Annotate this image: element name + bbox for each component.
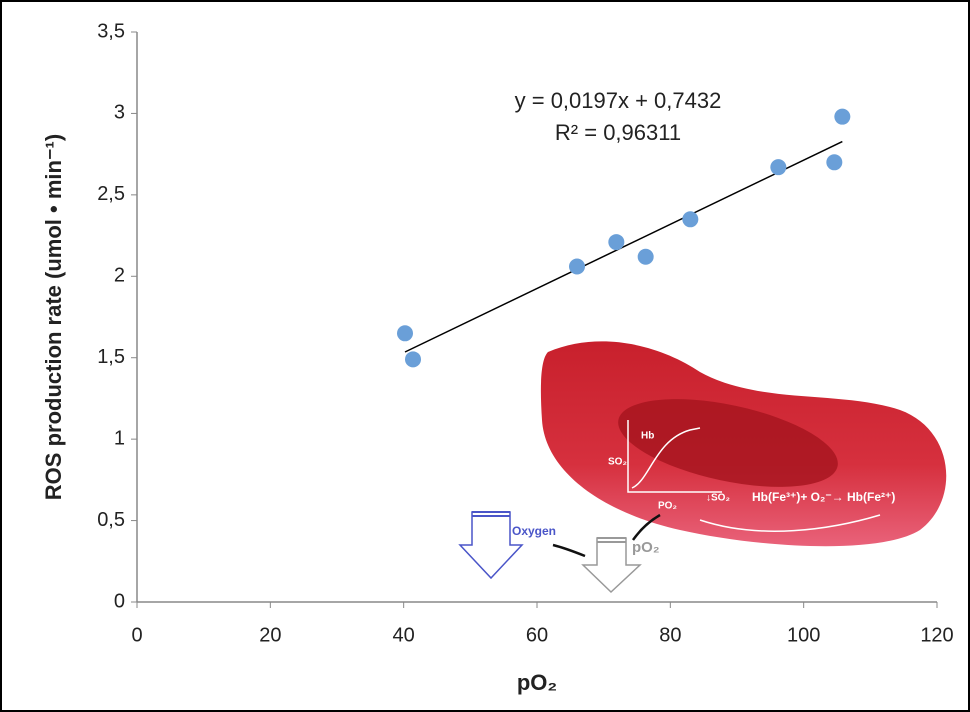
y-tick-label: 2 — [114, 265, 125, 287]
inset-label: SO₂ — [608, 457, 627, 468]
inset-label: PO₂ — [658, 501, 677, 512]
po2-arrow-lines — [597, 537, 626, 543]
x-tick-label: 0 — [131, 624, 142, 646]
data-point — [397, 325, 413, 342]
inset-label: Hb — [641, 431, 654, 442]
x-tick-label: 60 — [526, 624, 548, 646]
inset-label: Oxygen — [512, 524, 556, 538]
inset-curve — [631, 427, 701, 489]
y-tick-label: 0,5 — [97, 509, 125, 531]
data-point — [608, 234, 625, 251]
data-point — [834, 108, 851, 125]
cell-center — [618, 399, 838, 487]
flow-arrow — [552, 543, 586, 558]
data-point — [826, 154, 843, 171]
y-tick-label: 1 — [114, 427, 125, 449]
trendline-r2: R² = 0,96311 — [555, 120, 681, 145]
data-point — [405, 351, 421, 368]
x-tick-label: 100 — [787, 624, 820, 646]
oxygen-arrow — [458, 511, 524, 580]
y-tick-label: 0 — [114, 590, 125, 612]
x-tick-label: 80 — [659, 624, 681, 646]
data-point — [682, 211, 699, 228]
x-tick-label: 40 — [393, 624, 415, 646]
y-tick-label: 2,5 — [97, 183, 125, 205]
reaction-arrow — [699, 514, 881, 532]
x-axis-label: pO₂ — [517, 670, 557, 695]
inset-label: pO₂ — [632, 539, 660, 556]
inset-axes — [627, 420, 722, 493]
data-point — [637, 248, 654, 265]
data-point — [569, 258, 585, 275]
inset-label: ↓SO₂ — [706, 493, 730, 504]
y-tick-label: 3 — [114, 102, 125, 124]
flow-arrow — [631, 513, 661, 541]
trendline — [404, 140, 843, 353]
x-tick-label: 20 — [259, 624, 281, 646]
oxygen-arrow-lines — [472, 511, 510, 517]
data-point — [770, 159, 787, 176]
y-axis-label: ROS production rate (umol • min⁻¹) — [41, 134, 66, 500]
inset-label: Hb(Fe³⁺)+ O₂⁻→ Hb(Fe²⁺) — [752, 490, 895, 504]
x-tick-label: 120 — [920, 624, 953, 646]
inset-illustration: Hb SO₂ PO₂ ↓SO₂ Hb(Fe³⁺)+ O₂⁻→ Hb(Fe²⁺) … — [458, 341, 947, 594]
trendline-equation: y = 0,0197x + 0,7432 — [515, 88, 722, 113]
y-tick-label: 3,5 — [97, 20, 125, 42]
y-tick-label: 1,5 — [97, 346, 125, 368]
